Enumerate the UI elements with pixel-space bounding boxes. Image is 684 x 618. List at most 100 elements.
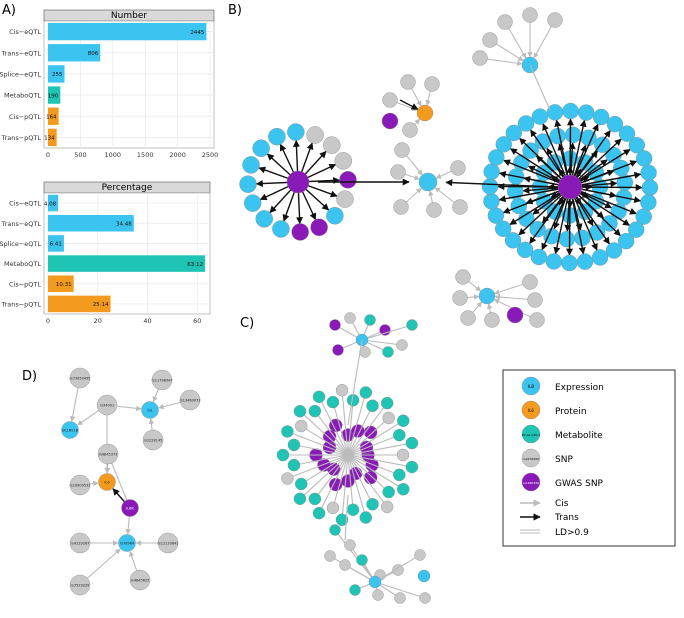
bar	[48, 194, 59, 212]
legend-protein-node-label: IL6	[528, 408, 534, 413]
metabolite-node	[308, 404, 322, 418]
snp-node	[452, 199, 468, 215]
expression-node	[530, 248, 548, 266]
expression-node	[549, 127, 566, 145]
legend-metabolite-text: Metabolite	[555, 431, 603, 441]
ld-edge	[332, 401, 349, 456]
snp-node	[497, 14, 513, 30]
panel-label-a: A)	[2, 3, 16, 18]
node-label: SIL	[147, 409, 152, 413]
legend-expression-node-label: ILB	[528, 384, 534, 389]
snp-node	[460, 310, 476, 326]
gwas_snp-node	[329, 319, 341, 331]
bar	[48, 128, 57, 147]
category-label: Cis−pQTL	[9, 280, 41, 288]
expression-node	[546, 104, 564, 121]
snp-node	[472, 50, 488, 66]
snp-node	[522, 274, 538, 290]
snp-node	[382, 92, 398, 108]
legend-gwas-snp-node	[521, 472, 541, 492]
metabolite-node	[406, 319, 418, 331]
node-snp	[69, 574, 91, 596]
node-gwas_snp	[121, 499, 139, 517]
metabolite-node	[397, 483, 410, 496]
x-tick-label: 1500	[137, 151, 154, 159]
legend-item-metabolite: PC.ae.C40.1 Metabolite	[521, 424, 603, 444]
metabolite-node	[312, 506, 326, 520]
network-d: rs73050495 rs34001 rs11798347 SIL rs13463073…	[61, 367, 201, 596]
cis-edge	[361, 337, 403, 346]
legend-snp-text: SNP	[555, 455, 573, 465]
expression-node	[287, 123, 305, 141]
metabolite-node	[287, 438, 301, 452]
x-tick-label: 60	[193, 317, 201, 325]
expression-node	[577, 104, 595, 121]
legend-snp-node	[521, 448, 541, 468]
cis-edge	[374, 580, 426, 599]
legend-trans-text: Trans	[554, 513, 579, 523]
node-snp	[69, 474, 91, 496]
expression-node	[617, 232, 635, 250]
legend-gwas-snp-text: GWAS SNP	[555, 479, 604, 489]
node-label: rs73050495	[69, 377, 90, 381]
expression-node	[616, 174, 633, 191]
node-expression	[61, 421, 79, 439]
expression-node	[562, 102, 579, 120]
legend-protein-node	[521, 400, 541, 420]
ld-edge	[347, 400, 354, 456]
expression-node	[529, 221, 546, 238]
snp-node	[281, 472, 294, 485]
ld-edge	[293, 444, 349, 456]
category-label: Splice−eQTL	[0, 70, 41, 78]
expression-node	[272, 220, 290, 238]
bar-value-label: 10.31	[56, 282, 72, 288]
bar-value-label: 134	[44, 136, 55, 142]
expression-node	[522, 142, 539, 159]
category-label: Trans−pQTL	[1, 300, 42, 308]
snp-node	[334, 152, 353, 170]
metabolite-node	[356, 554, 368, 566]
expression-node	[641, 179, 659, 196]
bar-value-label: 4.08	[44, 201, 57, 207]
cis-edge	[374, 554, 421, 583]
legend-ld-text: LD>0.9	[555, 528, 589, 538]
snp-node	[336, 190, 354, 208]
network-c	[276, 312, 431, 604]
node-snp	[157, 532, 179, 554]
node-label: rs13463073	[179, 399, 200, 403]
ld-edge	[347, 420, 404, 456]
bar	[48, 235, 64, 252]
ld-edge	[299, 410, 349, 456]
legend: ILB Expression IL6 Protein PC.ae.C40.1 M…	[502, 369, 676, 547]
ld-edge	[347, 405, 374, 456]
snp-node	[372, 589, 384, 601]
metabolite-node	[359, 511, 372, 524]
expression-node	[613, 159, 630, 177]
metabolite-node	[397, 414, 410, 427]
bar-value-label: 34.48	[116, 221, 132, 227]
expression-node	[558, 230, 576, 248]
expression-node	[504, 232, 522, 249]
expression-node	[268, 127, 286, 146]
node-protein	[98, 473, 116, 491]
snp-node	[396, 448, 410, 462]
bar	[48, 214, 134, 232]
snp-node	[306, 126, 324, 144]
snp-node	[482, 32, 498, 48]
category-label: MetaboQTL	[4, 260, 41, 268]
expression-node	[368, 575, 382, 589]
network-b	[239, 7, 659, 328]
snp-node	[339, 559, 351, 571]
snp-node	[295, 419, 308, 433]
gwas_snp-node	[506, 306, 524, 324]
ld-edge	[347, 417, 390, 456]
snp-node	[414, 549, 426, 561]
snp-node	[452, 290, 468, 306]
snp-node	[326, 501, 340, 515]
snp-node	[426, 202, 442, 218]
expression-node	[239, 175, 257, 193]
expression-node	[255, 210, 273, 228]
expression-node	[417, 569, 431, 583]
expression-node	[517, 115, 535, 132]
